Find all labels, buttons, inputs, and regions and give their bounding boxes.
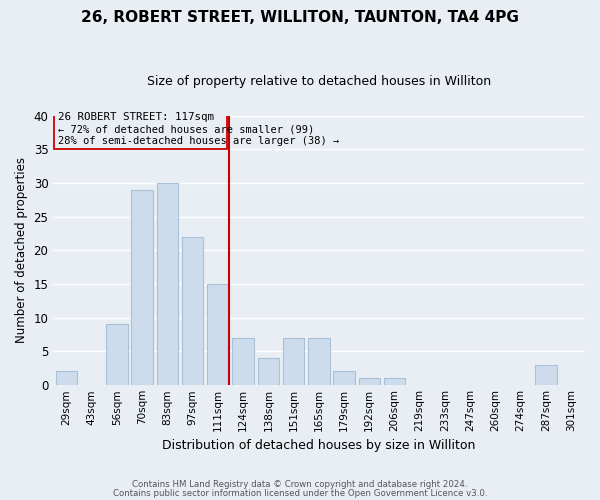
Text: Contains HM Land Registry data © Crown copyright and database right 2024.: Contains HM Land Registry data © Crown c…	[132, 480, 468, 489]
Bar	[283, 338, 304, 385]
Bar	[308, 338, 329, 385]
Bar	[334, 372, 355, 385]
Text: 26, ROBERT STREET, WILLITON, TAUNTON, TA4 4PG: 26, ROBERT STREET, WILLITON, TAUNTON, TA…	[81, 10, 519, 25]
Bar	[232, 338, 254, 385]
Bar	[359, 378, 380, 385]
X-axis label: Distribution of detached houses by size in Williton: Distribution of detached houses by size …	[162, 440, 475, 452]
FancyBboxPatch shape	[55, 110, 227, 149]
Bar	[384, 378, 405, 385]
Text: Contains public sector information licensed under the Open Government Licence v3: Contains public sector information licen…	[113, 488, 487, 498]
Text: 28% of semi-detached houses are larger (38) →: 28% of semi-detached houses are larger (…	[58, 136, 340, 146]
Bar	[106, 324, 128, 385]
Bar	[182, 236, 203, 385]
Bar	[535, 364, 557, 385]
Bar	[257, 358, 279, 385]
Bar	[56, 372, 77, 385]
Y-axis label: Number of detached properties: Number of detached properties	[15, 157, 28, 343]
Bar	[131, 190, 153, 385]
Text: 26 ROBERT STREET: 117sqm: 26 ROBERT STREET: 117sqm	[58, 112, 214, 122]
Bar	[157, 183, 178, 385]
Bar	[207, 284, 229, 385]
Title: Size of property relative to detached houses in Williton: Size of property relative to detached ho…	[147, 75, 491, 88]
Text: ← 72% of detached houses are smaller (99): ← 72% of detached houses are smaller (99…	[58, 124, 314, 134]
